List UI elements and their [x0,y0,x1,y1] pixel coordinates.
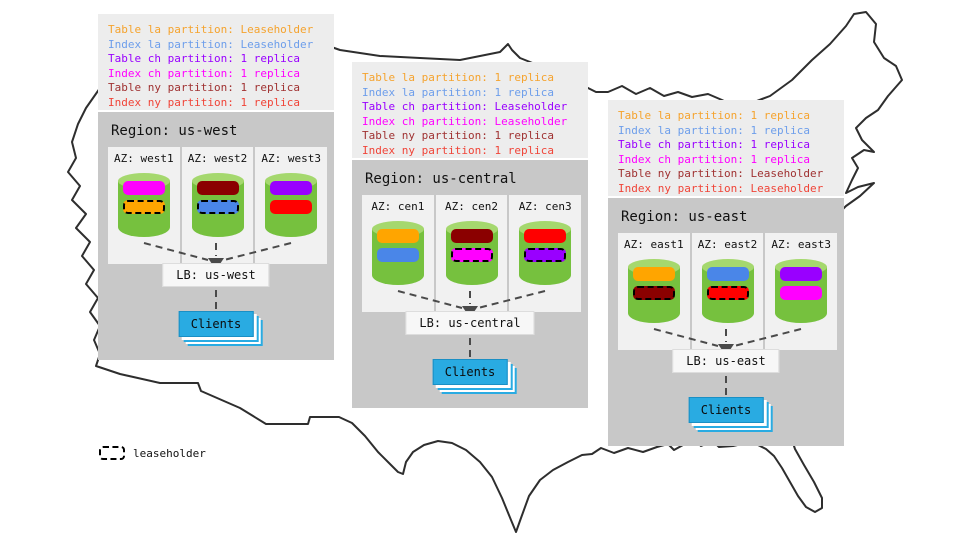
database-cylinder [445,221,498,285]
partition-bar [706,286,749,300]
legend-line: Table la partition: 1 replica [618,109,811,122]
az-panel: AZ: east1 AZ: east2 AZ: east3 [618,233,838,350]
az-column-east3: AZ: east3 [765,233,838,350]
az-column-east1: AZ: east1 [618,233,690,350]
leaseholder-label: leaseholder [133,446,206,460]
az-column-east2: AZ: east2 [691,233,764,350]
az-label: AZ: east3 [771,238,831,251]
legend-line: Index ny partition: 1 replica [108,95,301,109]
partition-bar [450,248,493,262]
legend-line: Table ny partition: 1 replica [362,129,555,142]
partition-bar [196,200,239,214]
legend-line: Index la partition: 1 replica [362,85,555,99]
az-label: AZ: west3 [261,152,321,165]
load-balancer-us-west: LB: us-west [162,263,270,287]
clients-us-east: Clients [688,397,764,423]
partition-legend-us-east: Table la partition: 1 replica Index la p… [608,100,844,196]
database-cylinder [371,221,424,285]
legend-line: Index ch partition: 1 replica [108,66,301,80]
legend-line: Table la partition: 1 replica [362,71,555,84]
clients-us-central: Clients [432,359,508,385]
database-cylinder [701,259,754,323]
database-cylinder [265,173,318,237]
az-panel: AZ: west1 AZ: west2 AZ: west3 [108,147,328,264]
region-title: Region: us-east [621,209,748,225]
az-label: AZ: cen3 [518,200,572,213]
region-group-us-west: Table la partition: Leaseholder Index la… [98,14,334,360]
partition-bar [270,181,313,195]
az-column-west3: AZ: west3 [255,147,328,264]
partition-bar [632,267,675,281]
region-box-us-west: Region: us-west AZ: west1 AZ: west2 [98,112,334,360]
az-label: AZ: east1 [624,238,684,251]
region-title: Region: us-central [365,171,517,187]
partition-bar [376,248,419,262]
legend-line: Table ny partition: Leaseholder [618,167,824,180]
partition-legend-us-central: Table la partition: 1 replica Index la p… [352,62,588,158]
partition-bar [780,286,823,300]
region-group-us-central: Table la partition: 1 replica Index la p… [352,62,588,408]
az-column-west2: AZ: west2 [181,147,254,264]
az-column-west1: AZ: west1 [108,147,180,264]
region-box-us-central: Region: us-central AZ: cen1 AZ: cen2 [352,160,588,408]
partition-bar [376,229,419,243]
legend-line: Index la partition: 1 replica [618,123,811,137]
legend-line: Index ch partition: Leaseholder [362,114,568,128]
legend-line: Table la partition: Leaseholder [108,23,314,36]
legend-line: Table ch partition: 1 replica [618,138,811,151]
load-balancer-us-central: LB: us-central [405,311,535,335]
leaseholder-swatch-icon [99,446,125,460]
az-column-cen3: AZ: cen3 [509,195,582,312]
database-cylinder [627,259,680,323]
clients-us-west: Clients [178,311,254,337]
partition-bar [270,200,313,214]
legend-line: Index ny partition: Leaseholder [618,181,824,195]
region-title: Region: us-west [111,123,238,139]
partition-bar [632,286,675,300]
partition-bar [524,248,567,262]
partition-bar [524,229,567,243]
legend-line: Table ch partition: Leaseholder [362,100,568,113]
az-label: AZ: cen2 [445,200,498,213]
az-label: AZ: west1 [114,152,174,165]
legend-line: Table ch partition: 1 replica [108,52,301,65]
legend-line: Index ch partition: 1 replica [618,152,811,166]
legend-line: Index la partition: Leaseholder [108,37,314,51]
partition-bar [122,200,165,214]
leaseholder-legend: leaseholder [99,446,206,460]
partition-bar [780,267,823,281]
az-column-cen2: AZ: cen2 [435,195,508,312]
az-label: AZ: west2 [187,152,248,165]
database-cylinder [117,173,170,237]
legend-line: Index ny partition: 1 replica [362,143,555,157]
database-cylinder [191,173,244,237]
az-label: AZ: east2 [697,238,758,251]
partition-bar [706,267,749,281]
load-balancer-us-east: LB: us-east [672,349,780,373]
az-label: AZ: cen1 [371,200,425,213]
database-cylinder [775,259,828,323]
database-cylinder [519,221,572,285]
partition-legend-us-west: Table la partition: Leaseholder Index la… [98,14,334,110]
legend-line: Table ny partition: 1 replica [108,81,301,94]
partition-bar [196,181,239,195]
az-panel: AZ: cen1 AZ: cen2 AZ: cen3 [362,195,582,312]
region-group-us-east: Table la partition: 1 replica Index la p… [608,100,844,446]
partition-bar [450,229,493,243]
region-box-us-east: Region: us-east AZ: east1 AZ: east2 [608,198,844,446]
partition-bar [122,181,165,195]
az-column-cen1: AZ: cen1 [362,195,434,312]
